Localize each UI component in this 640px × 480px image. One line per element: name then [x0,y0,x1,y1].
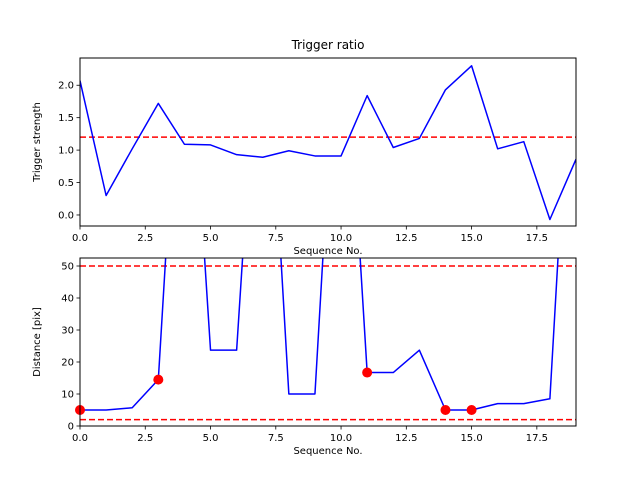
plot-area [80,258,576,426]
y-tick-label: 30 [61,326,74,337]
plot-area [80,58,576,226]
chart-top: 0.0 2.5 5.0 7.5 10.0 12.5 15.0 17.5 0.0 0.5 1.0 1.5… [32,38,577,257]
highlight-marker [466,405,477,415]
y-tick-label: 2.0 [58,81,74,92]
x-axis-label: Sequence No. [293,246,362,257]
x-tick-label: 17.5 [526,433,548,444]
x-tick-label: 15.0 [460,233,482,244]
y-axis-label: Trigger strength [32,102,43,183]
plot-content [80,258,576,421]
highlight-marker [440,405,451,415]
x-tick-label: 10.0 [330,433,352,444]
highlight-marker [153,374,164,385]
x-tick-label: 10.0 [330,233,352,244]
y-tick-label: 50 [61,262,74,273]
x-tick-label: 12.5 [395,233,417,244]
x-tick-label: 5.0 [203,233,219,244]
y-tick-label: 10 [61,390,74,401]
plot-frame [79,257,577,427]
y-tick-label: 0.0 [58,210,74,221]
highlight-marker [362,367,373,378]
plot-content [80,65,576,221]
chart-bottom: 0.0 2.5 5.0 7.5 10.0 12.5 15.0 17.5 0 10 20 30 40 50 S… [32,257,577,457]
y-tick-label: 0 [68,422,74,433]
x-tick-label: 12.5 [395,433,417,444]
plot-frame [79,57,577,227]
y-tick-label: 40 [61,294,74,305]
data-line [80,65,576,221]
x-tick-label: 0.0 [72,433,88,444]
x-tick-label: 17.5 [526,233,548,244]
y-tick-label: 1.5 [58,113,74,124]
y-tick-label: 0.5 [58,178,74,189]
x-tick-label: 0.0 [72,233,88,244]
y-tick-label: 20 [61,358,74,369]
chart-title: Trigger ratio [291,38,365,52]
y-tick-label: 1.0 [58,146,74,157]
x-tick-label: 7.5 [268,433,284,444]
x-tick-label: 7.5 [268,233,284,244]
x-tick-label: 2.5 [137,233,153,244]
data-line [80,258,559,411]
x-axis-label: Sequence No. [293,446,362,457]
y-axis-label: Distance [pix] [32,307,43,377]
x-tick-label: 15.0 [460,433,482,444]
x-tick-label: 5.0 [203,433,219,444]
x-tick-label: 2.5 [137,433,153,444]
